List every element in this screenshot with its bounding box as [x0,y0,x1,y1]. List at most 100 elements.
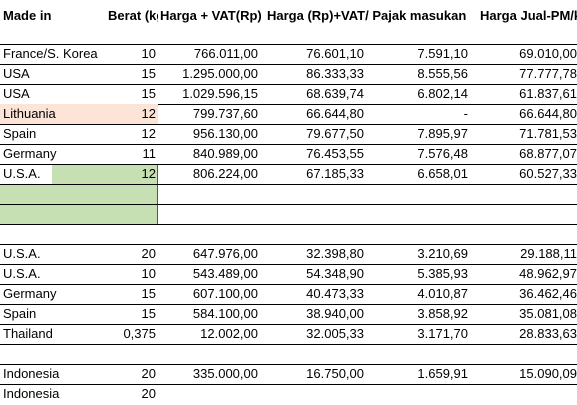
cell-harga-vat[interactable] [158,384,258,404]
cell-harga-vat[interactable] [158,224,258,244]
cell-harga-jual[interactable]: 28.833,63 [519,326,577,341]
cell-harga-jual[interactable]: 61.837,61 [519,86,577,101]
cell-harga-jual[interactable] [470,24,577,44]
header-harga-vat[interactable]: Harga + VAT(Rp) [160,8,262,23]
cell-pajak-masukan[interactable]: 7.895,97 [417,126,468,141]
cell-pajak-masukan[interactable]: 7.576,48 [417,146,468,161]
cell-harga-vat[interactable] [158,24,258,44]
cell-made-in[interactable]: USA [3,66,30,81]
cell-pajak-masukan[interactable] [366,224,468,244]
cell-pajak-masukan[interactable]: 3.858,92 [417,306,468,321]
cell-harga-rp-vat[interactable] [262,384,364,404]
cell-berat[interactable]: 20 [141,246,156,261]
cell-pajak-masukan[interactable]: 5.385,93 [417,266,468,281]
cell-harga-vat[interactable]: 806.224,00 [192,166,258,181]
cell-pajak-masukan[interactable]: 8.555,56 [417,66,468,81]
cell-harga-jual[interactable]: 48.962,97 [519,266,577,281]
cell-pajak-masukan[interactable]: 6.802,14 [417,86,468,101]
cell-made-in[interactable]: U.S.A. [3,166,41,181]
cell-harga-rp-vat[interactable]: 40.473,33 [306,286,364,301]
cell-harga-jual[interactable]: 36.462,46 [519,286,577,301]
cell-pajak-masukan[interactable] [366,344,468,364]
cell-harga-vat[interactable]: 12.002,00 [200,326,258,341]
cell-harga-vat[interactable]: 799.737,60 [192,106,258,121]
cell-harga-vat[interactable]: 1.029.596,15 [182,86,258,101]
cell-harga-vat[interactable]: 335.000,00 [192,366,258,381]
cell-made-in[interactable]: Spain [3,126,37,141]
cell-made-in[interactable]: Spain [3,306,37,321]
cell-berat[interactable] [100,24,156,44]
cell-harga-jual[interactable]: 77.777,78 [519,66,577,81]
cell-harga-rp-vat[interactable]: 16.750,00 [306,366,364,381]
cell-harga-rp-vat[interactable] [262,24,364,44]
cell-berat[interactable]: 15 [141,66,156,81]
cell-harga-jual[interactable]: 68.877,07 [519,146,577,161]
cell-harga-rp-vat[interactable]: 38.940,00 [306,306,364,321]
cell-harga-rp-vat[interactable]: 32.398,80 [306,246,364,261]
cell-harga-rp-vat[interactable] [262,184,364,204]
cell-harga-rp-vat[interactable]: 86.333,33 [306,66,364,81]
cell-harga-vat[interactable]: 584.100,00 [192,306,258,321]
cell-pajak-masukan[interactable]: 6.658,01 [417,166,468,181]
cell-harga-vat[interactable]: 766.011,00 [193,46,258,61]
cell-harga-jual[interactable]: 15.090,09 [519,366,577,381]
cell-harga-rp-vat[interactable]: 68.639,74 [306,86,364,101]
cell-pajak-masukan[interactable]: 3.171,70 [417,326,468,341]
cell-pajak-masukan[interactable]: 3.210,69 [417,246,468,261]
cell-harga-vat[interactable]: 1.295.000,00 [182,66,258,81]
cell-berat[interactable]: 11 [142,146,157,161]
cell-harga-vat[interactable]: 543.489,00 [192,266,258,281]
cell-harga-rp-vat[interactable]: 79.677,50 [306,126,364,141]
cell-made-in[interactable]: U.S.A. [3,246,41,261]
cell-made-in[interactable]: USA [3,86,30,101]
cell-harga-jual[interactable]: 71.781,53 [519,126,577,141]
cell-berat[interactable]: 15 [141,286,156,301]
cell-harga-rp-vat[interactable] [262,224,364,244]
cell-harga-vat[interactable] [158,344,258,364]
header-harga-jual[interactable]: Harga Jual-PM/kg [480,8,577,23]
cell-berat[interactable]: 12 [141,106,156,121]
cell-berat[interactable] [100,184,156,204]
cell-berat[interactable]: 12 [141,166,156,181]
cell-harga-jual[interactable]: 69.010,00 [519,46,577,61]
cell-harga-jual[interactable] [470,384,577,404]
cell-pajak-masukan[interactable]: 4.010,87 [417,286,468,301]
cell-harga-rp-vat[interactable] [262,344,364,364]
cell-berat[interactable]: 20 [141,366,156,381]
cell-made-in[interactable]: Germany [3,146,57,161]
cell-harga-jual[interactable] [470,204,577,224]
cell-made-in[interactable]: U.S.A. [3,266,41,281]
cell-berat[interactable] [100,224,156,244]
header-berat[interactable]: Berat (kg) [108,8,158,23]
cell-harga-rp-vat[interactable]: 66.644,80 [306,106,364,121]
cell-made-in[interactable]: Thailand [3,326,53,341]
cell-harga-jual[interactable]: 60.527,33 [519,166,577,181]
header-harga-rp-vat-pajak[interactable]: Harga (Rp)+VAT/ Pajak masukan [267,8,467,23]
cell-harga-rp-vat[interactable] [262,204,364,224]
cell-berat[interactable]: 20 [141,386,156,401]
cell-harga-rp-vat[interactable]: 76.601,10 [306,46,364,61]
cell-harga-jual[interactable] [470,184,577,204]
cell-berat[interactable]: 12 [141,126,156,141]
cell-made-in[interactable]: Indonesia [3,366,60,381]
cell-harga-vat[interactable] [158,184,258,204]
cell-pajak-masukan[interactable] [366,384,468,404]
cell-pajak-masukan[interactable] [366,204,468,224]
cell-harga-vat[interactable]: 607.100,00 [192,286,258,301]
cell-harga-rp-vat[interactable]: 32.005,33 [306,326,364,341]
cell-made-in[interactable]: Germany [3,286,57,301]
cell-harga-vat[interactable]: 956.130,00 [192,126,258,141]
cell-pajak-masukan[interactable]: 1.659,91 [417,366,468,381]
cell-berat[interactable]: 15 [141,86,156,101]
cell-made-in[interactable]: France/S. Korea [3,46,98,61]
header-made-in[interactable]: Made in [3,8,52,23]
cell-harga-rp-vat[interactable]: 76.453,55 [306,146,364,161]
cell-harga-jual[interactable]: 35.081,08 [519,306,577,321]
cell-harga-rp-vat[interactable]: 67.185,33 [306,166,364,181]
cell-berat[interactable]: 15 [141,306,156,321]
cell-harga-jual[interactable] [470,224,577,244]
cell-made-in[interactable]: Lithuania [3,106,56,121]
cell-berat[interactable]: 10 [141,266,156,281]
cell-made-in[interactable]: Indonesia [3,386,60,401]
cell-harga-jual[interactable] [470,344,577,364]
